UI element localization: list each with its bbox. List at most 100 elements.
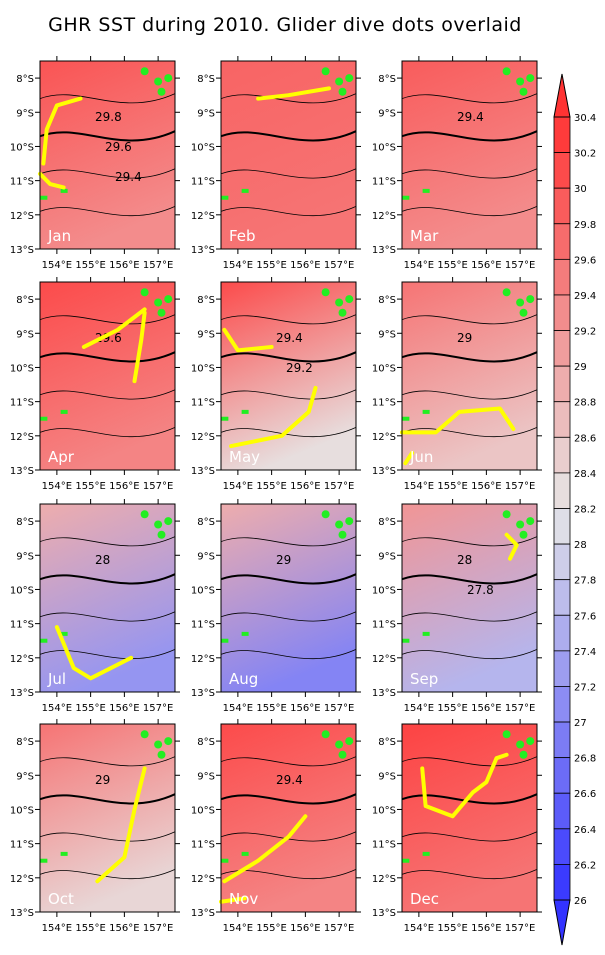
island bbox=[60, 409, 68, 414]
panel-frame bbox=[39, 503, 176, 693]
island bbox=[164, 295, 173, 304]
lat-tick-label: 8°S bbox=[16, 517, 34, 528]
panel-jul: 28 Jul 8°S 9°S 10°S 11°S 12°S 13°S 154°E 155°E 156… bbox=[10, 499, 180, 714]
panel-frame bbox=[39, 60, 176, 250]
colorbar-label: 29.4 bbox=[574, 291, 596, 302]
colorbar-label: 27 bbox=[574, 718, 587, 729]
lon-tick-label: 154°E bbox=[223, 923, 253, 934]
lat-tick-label: 12°S bbox=[191, 211, 215, 222]
lat-tick-label: 13°S bbox=[372, 466, 396, 477]
island bbox=[526, 737, 535, 746]
contour-line bbox=[401, 869, 538, 880]
colorbar-label: 27.2 bbox=[574, 682, 596, 693]
sst-field bbox=[221, 724, 356, 912]
lat-tick-label: 13°S bbox=[372, 245, 396, 256]
sst-field bbox=[402, 724, 537, 912]
island bbox=[157, 750, 166, 759]
colorbar-label: 28.6 bbox=[574, 433, 596, 444]
colorbar-label: 26.2 bbox=[574, 860, 596, 871]
lat-tick-label: 13°S bbox=[372, 688, 396, 699]
island bbox=[345, 295, 354, 304]
colorbar-label: 26.8 bbox=[574, 754, 596, 765]
lat-tick-label: 10°S bbox=[191, 142, 215, 153]
lon-tick-label: 155°E bbox=[437, 923, 467, 934]
lat-tick-label: 12°S bbox=[372, 874, 396, 885]
island bbox=[516, 77, 525, 86]
month-label: Aug bbox=[229, 670, 258, 688]
lat-tick-label: 9°S bbox=[197, 108, 215, 119]
month-label: Sep bbox=[410, 670, 438, 688]
month-label: Feb bbox=[229, 227, 256, 245]
lon-tick-label: 155°E bbox=[437, 703, 467, 714]
contour-label: 29.4 bbox=[115, 170, 142, 184]
month-label: Dec bbox=[410, 890, 439, 908]
island bbox=[335, 298, 344, 307]
lat-tick-label: 11°S bbox=[10, 177, 34, 188]
island bbox=[402, 638, 410, 643]
island bbox=[157, 308, 166, 317]
sst-field bbox=[402, 282, 537, 470]
colorbar-label: 27.6 bbox=[574, 611, 596, 622]
colorbar-cell bbox=[553, 579, 571, 616]
contour-line bbox=[401, 427, 538, 438]
lat-tick-label: 9°S bbox=[197, 551, 215, 562]
lat-tick-label: 11°S bbox=[10, 398, 34, 409]
contour-label: 28 bbox=[457, 553, 472, 567]
lon-tick-label: 154°E bbox=[404, 923, 434, 934]
island bbox=[154, 298, 163, 307]
lon-tick-label: 155°E bbox=[75, 260, 105, 271]
island bbox=[40, 416, 48, 421]
lat-tick-label: 11°S bbox=[372, 840, 396, 851]
contour-label: 28 bbox=[95, 553, 110, 567]
month-label: Mar bbox=[410, 227, 439, 245]
glider-track bbox=[81, 307, 147, 349]
lon-tick-label: 156°E bbox=[290, 260, 320, 271]
panel-apr: 29.6 Apr 8°S 9°S 10°S 11°S 12°S 13°S 154°E 155°E 1… bbox=[10, 277, 180, 492]
lat-tick-label: 13°S bbox=[372, 908, 396, 919]
contour-label: 29.2 bbox=[286, 361, 313, 375]
lat-tick-label: 8°S bbox=[378, 74, 396, 85]
glider-track bbox=[219, 896, 247, 904]
lon-tick-label: 157°E bbox=[505, 703, 535, 714]
colorbar-cell bbox=[553, 543, 571, 581]
island bbox=[335, 740, 344, 749]
lat-tick-label: 12°S bbox=[372, 432, 396, 443]
island bbox=[422, 188, 430, 193]
island bbox=[502, 510, 511, 519]
lat-tick-label: 12°S bbox=[191, 874, 215, 885]
panel-frame bbox=[220, 723, 357, 913]
island bbox=[519, 87, 528, 96]
lon-tick-label: 156°E bbox=[471, 481, 501, 492]
lat-tick-label: 9°S bbox=[16, 108, 34, 119]
sst-field bbox=[402, 61, 537, 249]
contour-line bbox=[39, 314, 176, 325]
lat-tick-label: 9°S bbox=[378, 329, 396, 340]
lon-tick-label: 156°E bbox=[471, 703, 501, 714]
lon-tick-label: 155°E bbox=[256, 481, 286, 492]
colorbar-label: 26.6 bbox=[574, 789, 596, 800]
lat-tick-label: 11°S bbox=[372, 620, 396, 631]
contour-line bbox=[220, 649, 357, 660]
island bbox=[140, 730, 149, 739]
lat-tick-label: 12°S bbox=[10, 432, 34, 443]
lat-tick-label: 12°S bbox=[372, 211, 396, 222]
lon-tick-label: 154°E bbox=[42, 260, 72, 271]
lon-tick-label: 155°E bbox=[256, 923, 286, 934]
lat-tick-label: 8°S bbox=[378, 295, 396, 306]
contour-line bbox=[220, 351, 357, 363]
sst-field bbox=[40, 282, 175, 470]
lon-tick-label: 156°E bbox=[471, 923, 501, 934]
contour-line bbox=[39, 793, 176, 805]
lon-tick-label: 155°E bbox=[75, 923, 105, 934]
contour-line bbox=[39, 573, 176, 585]
sst-field bbox=[40, 61, 175, 249]
glider-track bbox=[222, 814, 308, 884]
lon-tick-label: 156°E bbox=[290, 703, 320, 714]
island bbox=[157, 530, 166, 539]
island bbox=[402, 416, 410, 421]
lat-tick-label: 11°S bbox=[191, 620, 215, 631]
island bbox=[335, 520, 344, 529]
panel-frame bbox=[220, 281, 357, 471]
glider-track bbox=[54, 625, 134, 681]
lat-tick-label: 12°S bbox=[191, 432, 215, 443]
